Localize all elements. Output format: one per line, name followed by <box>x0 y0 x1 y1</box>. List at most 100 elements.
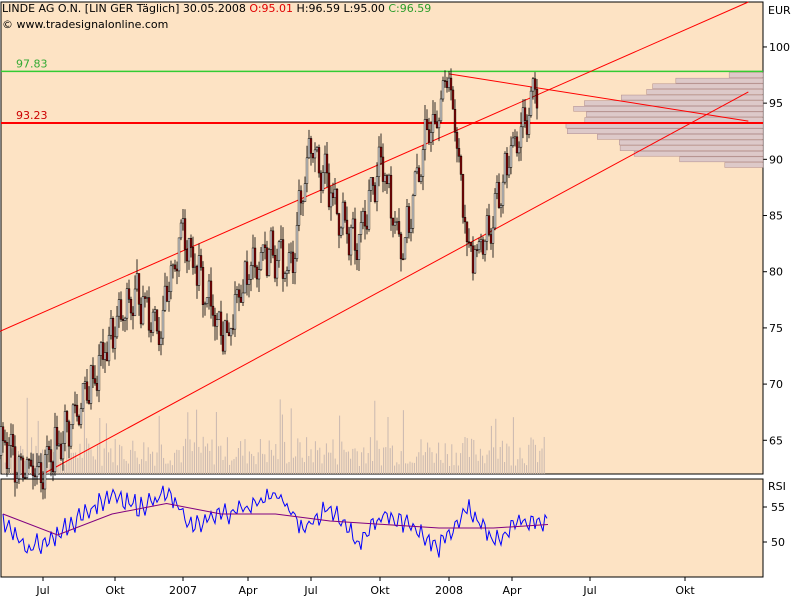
candle-body <box>87 400 91 404</box>
candle-body <box>383 175 387 182</box>
candle-body <box>375 176 379 202</box>
candle-body <box>335 188 339 214</box>
candle-body <box>255 266 259 280</box>
candle-body <box>449 77 453 91</box>
candle-body <box>163 285 167 311</box>
candle-body <box>461 174 465 218</box>
candle-body <box>207 280 211 298</box>
candle-body <box>353 218 357 251</box>
candle-body <box>121 319 125 321</box>
candle-body <box>27 459 31 461</box>
price-y-tick-label: 75 <box>769 322 783 335</box>
candle-body <box>301 201 305 204</box>
candle-body <box>505 153 509 176</box>
volume-profile-bar <box>621 94 764 101</box>
candle-body <box>95 383 99 391</box>
candle-body <box>397 221 401 235</box>
candle-body <box>477 241 481 250</box>
candle-body <box>531 78 535 92</box>
volume-profile-bar <box>679 156 764 163</box>
candle-body <box>123 317 127 321</box>
candle-body <box>463 217 467 223</box>
candle-body <box>75 404 79 417</box>
candle-body <box>237 289 241 298</box>
candle-body <box>359 222 363 235</box>
candle-body <box>303 183 307 202</box>
candle-body <box>369 177 373 191</box>
candle-body <box>363 211 367 227</box>
candle-body <box>333 188 337 198</box>
candle-body <box>79 408 83 425</box>
candle-body <box>399 233 403 260</box>
candle-body <box>9 434 13 446</box>
price-y-tick-label: 80 <box>769 266 783 279</box>
volume-profile-bar <box>619 139 764 146</box>
candle-body <box>35 466 39 478</box>
candle-body <box>225 320 229 333</box>
price-y-tick-label: 90 <box>769 153 783 166</box>
candle-body <box>377 146 381 177</box>
candle-body <box>13 446 17 483</box>
candle-body <box>169 265 173 292</box>
candle-body <box>141 296 145 325</box>
candle-body <box>337 213 341 236</box>
trend-line <box>448 73 749 122</box>
candle-body <box>459 156 463 175</box>
candle-body <box>67 421 71 447</box>
candle-body <box>327 172 331 208</box>
volume-profile-bar <box>724 162 764 168</box>
candle-body <box>423 119 427 150</box>
price-y-tick-label: 70 <box>769 378 783 391</box>
candle-body <box>309 138 313 154</box>
candle-body <box>189 238 193 248</box>
price-unit-label: EUR <box>768 4 791 17</box>
candle-body <box>245 261 249 285</box>
candle-body <box>499 205 503 208</box>
rsi-signal-line <box>2 502 549 536</box>
candle-body <box>147 297 151 331</box>
candle-body <box>435 121 439 129</box>
candle-body <box>299 190 303 204</box>
candle-body <box>339 227 343 236</box>
candle-body <box>39 462 43 484</box>
high-value: H:96.59 <box>296 2 341 15</box>
candle-body <box>139 304 143 325</box>
candle-body <box>481 239 485 255</box>
candle-body <box>293 258 297 273</box>
candle-body <box>137 273 141 305</box>
candle-body <box>409 228 413 233</box>
candle-body <box>131 312 135 316</box>
candle-body <box>485 215 489 242</box>
candle-body <box>135 273 139 290</box>
candle-body <box>151 311 155 333</box>
candle-body <box>105 352 109 362</box>
candle-body <box>125 288 129 319</box>
candle-body <box>107 334 111 362</box>
candle-body <box>289 251 293 254</box>
candle-body <box>447 77 451 88</box>
candle-body <box>367 190 371 230</box>
volume-profile-bar <box>652 83 764 90</box>
x-tick-label: Apr <box>502 584 522 597</box>
candle-body <box>73 404 77 407</box>
candle-body <box>91 365 95 379</box>
candle-body <box>93 378 97 384</box>
candle-body <box>111 318 115 349</box>
candle-body <box>325 153 329 174</box>
candle-body <box>133 288 137 316</box>
candle-body <box>149 329 153 333</box>
candle-body <box>431 114 435 133</box>
candle-body <box>523 107 527 121</box>
candle-body <box>323 153 327 173</box>
x-tick-label: 2008 <box>435 584 463 597</box>
candle-body <box>83 381 87 384</box>
candle-body <box>483 240 487 255</box>
candle-body <box>391 217 395 226</box>
candle-body <box>251 247 255 266</box>
candle-body <box>361 211 365 223</box>
candle-body <box>473 249 477 274</box>
candle-body <box>201 267 205 306</box>
candle-body <box>379 146 383 158</box>
candle-body <box>179 222 183 239</box>
level-label: 97.83 <box>16 57 48 70</box>
